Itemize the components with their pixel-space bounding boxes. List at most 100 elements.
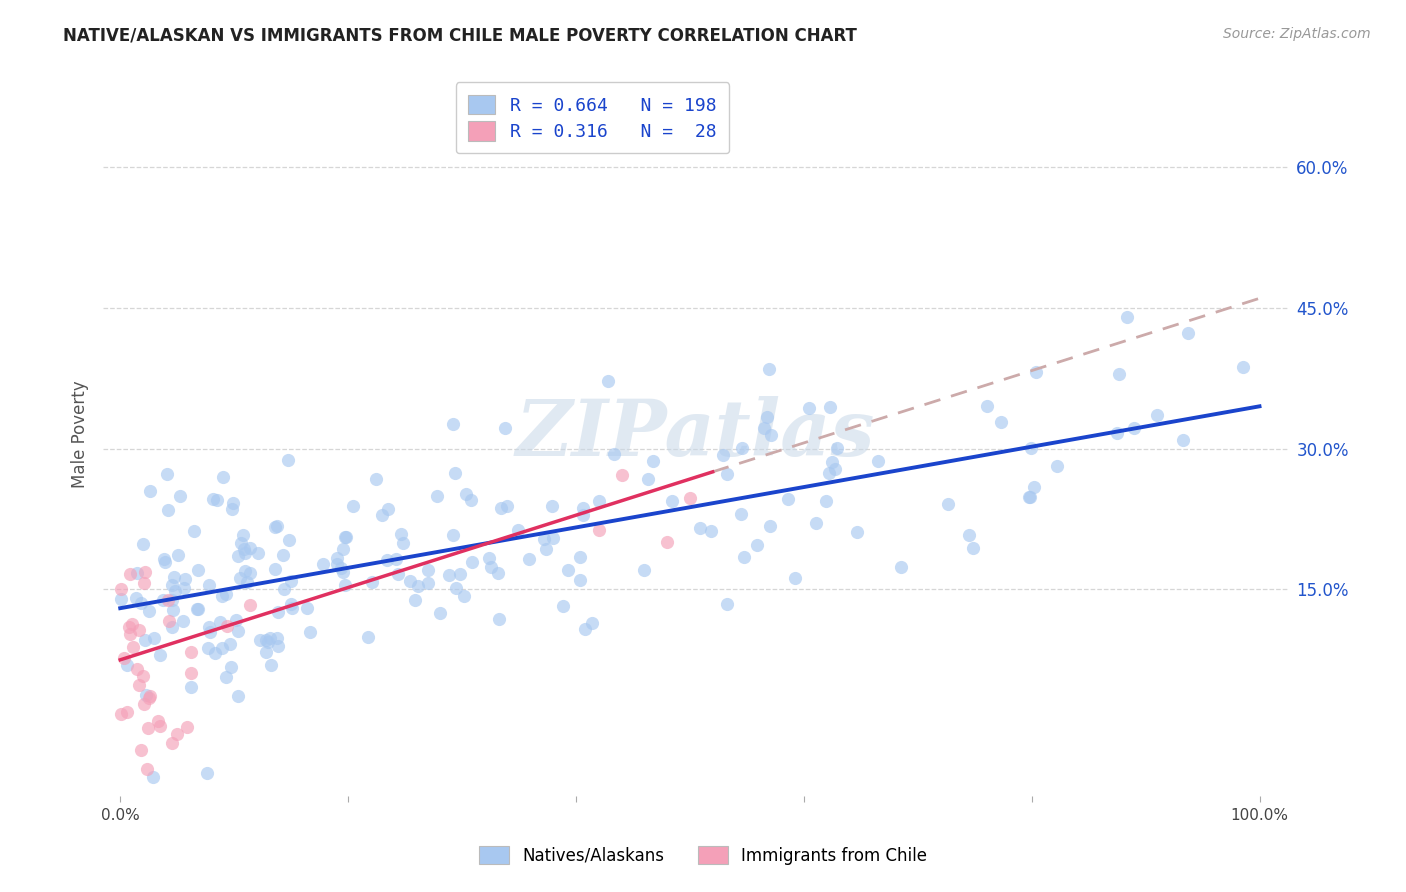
Natives/Alaskans bbox=[163, 583, 186, 598]
Natives/Alaskans bbox=[377, 502, 399, 516]
Natives/Alaskans bbox=[404, 592, 426, 607]
Natives/Alaskans bbox=[157, 503, 180, 517]
Natives/Alaskans bbox=[257, 635, 280, 649]
Natives/Alaskans bbox=[153, 555, 176, 569]
Natives/Alaskans bbox=[246, 546, 269, 560]
Natives/Alaskans bbox=[533, 532, 555, 546]
Natives/Alaskans bbox=[239, 541, 262, 556]
Natives/Alaskans bbox=[135, 688, 157, 702]
Natives/Alaskans bbox=[277, 533, 299, 548]
Immigrants from Chile bbox=[148, 719, 170, 733]
Natives/Alaskans bbox=[990, 415, 1012, 429]
Natives/Alaskans bbox=[494, 421, 516, 435]
Natives/Alaskans bbox=[1177, 326, 1199, 340]
Natives/Alaskans bbox=[239, 566, 262, 581]
Natives/Alaskans bbox=[441, 528, 464, 542]
Natives/Alaskans bbox=[375, 553, 398, 567]
Natives/Alaskans bbox=[938, 497, 960, 511]
Immigrants from Chile bbox=[131, 669, 153, 683]
Natives/Alaskans bbox=[219, 660, 242, 674]
Natives/Alaskans bbox=[204, 647, 226, 661]
Natives/Alaskans bbox=[209, 615, 232, 629]
Natives/Alaskans bbox=[821, 455, 844, 469]
Natives/Alaskans bbox=[361, 575, 384, 590]
Natives/Alaskans bbox=[818, 400, 841, 414]
Natives/Alaskans bbox=[218, 637, 240, 651]
Immigrants from Chile bbox=[180, 665, 202, 680]
Natives/Alaskans bbox=[163, 570, 186, 584]
Immigrants from Chile bbox=[176, 720, 198, 734]
Natives/Alaskans bbox=[198, 577, 221, 591]
Natives/Alaskans bbox=[134, 632, 156, 647]
Natives/Alaskans bbox=[174, 572, 197, 586]
Legend: R = 0.664   N = 198, R = 0.316   N =  28: R = 0.664 N = 198, R = 0.316 N = 28 bbox=[456, 82, 730, 153]
Natives/Alaskans bbox=[441, 417, 464, 431]
Natives/Alaskans bbox=[280, 597, 302, 611]
Natives/Alaskans bbox=[571, 500, 593, 515]
Natives/Alaskans bbox=[1022, 480, 1045, 494]
Natives/Alaskans bbox=[228, 549, 250, 563]
Natives/Alaskans bbox=[444, 467, 467, 481]
Natives/Alaskans bbox=[551, 599, 574, 614]
Natives/Alaskans bbox=[277, 453, 299, 467]
Natives/Alaskans bbox=[332, 542, 354, 557]
Immigrants from Chile bbox=[160, 736, 183, 750]
Immigrants from Chile bbox=[610, 468, 633, 483]
Natives/Alaskans bbox=[389, 527, 412, 541]
Natives/Alaskans bbox=[125, 566, 148, 580]
Natives/Alaskans bbox=[132, 537, 155, 551]
Natives/Alaskans bbox=[142, 771, 165, 785]
Natives/Alaskans bbox=[426, 489, 449, 503]
Natives/Alaskans bbox=[1019, 490, 1042, 504]
Natives/Alaskans bbox=[814, 493, 837, 508]
Immigrants from Chile bbox=[122, 640, 145, 654]
Natives/Alaskans bbox=[273, 548, 295, 562]
Natives/Alaskans bbox=[429, 606, 451, 620]
Natives/Alaskans bbox=[489, 500, 512, 515]
Immigrants from Chile bbox=[118, 567, 141, 582]
Immigrants from Chile bbox=[121, 617, 143, 632]
Natives/Alaskans bbox=[263, 562, 285, 576]
Natives/Alaskans bbox=[110, 592, 132, 607]
Natives/Alaskans bbox=[1107, 426, 1129, 441]
Natives/Alaskans bbox=[249, 633, 271, 648]
Immigrants from Chile bbox=[679, 491, 702, 506]
Natives/Alaskans bbox=[333, 577, 356, 591]
Natives/Alaskans bbox=[325, 551, 347, 566]
Immigrants from Chile bbox=[125, 662, 148, 676]
Natives/Alaskans bbox=[486, 566, 509, 580]
Text: NATIVE/ALASKAN VS IMMIGRANTS FROM CHILE MALE POVERTY CORRELATION CHART: NATIVE/ALASKAN VS IMMIGRANTS FROM CHILE … bbox=[63, 27, 858, 45]
Immigrants from Chile bbox=[156, 593, 179, 607]
Immigrants from Chile bbox=[239, 598, 262, 612]
Natives/Alaskans bbox=[716, 467, 738, 481]
Natives/Alaskans bbox=[180, 680, 202, 694]
Natives/Alaskans bbox=[633, 563, 655, 577]
Natives/Alaskans bbox=[399, 574, 422, 588]
Natives/Alaskans bbox=[233, 546, 256, 560]
Immigrants from Chile bbox=[114, 651, 136, 665]
Natives/Alaskans bbox=[211, 640, 233, 655]
Natives/Alaskans bbox=[1232, 360, 1254, 375]
Natives/Alaskans bbox=[311, 558, 333, 572]
Natives/Alaskans bbox=[541, 499, 564, 513]
Immigrants from Chile bbox=[136, 721, 159, 735]
Natives/Alaskans bbox=[235, 574, 257, 589]
Natives/Alaskans bbox=[195, 765, 218, 780]
Natives/Alaskans bbox=[198, 620, 221, 634]
Immigrants from Chile bbox=[131, 743, 153, 757]
Natives/Alaskans bbox=[329, 561, 352, 575]
Immigrants from Chile bbox=[128, 623, 150, 637]
Natives/Alaskans bbox=[232, 542, 254, 557]
Immigrants from Chile bbox=[157, 614, 180, 628]
Natives/Alaskans bbox=[263, 519, 285, 533]
Natives/Alaskans bbox=[267, 640, 290, 654]
Natives/Alaskans bbox=[391, 535, 413, 549]
Immigrants from Chile bbox=[588, 523, 610, 537]
Natives/Alaskans bbox=[962, 541, 984, 556]
Natives/Alaskans bbox=[1108, 367, 1130, 381]
Natives/Alaskans bbox=[254, 645, 277, 659]
Natives/Alaskans bbox=[541, 531, 564, 545]
Natives/Alaskans bbox=[129, 596, 152, 610]
Natives/Alaskans bbox=[125, 591, 148, 606]
Natives/Alaskans bbox=[152, 592, 174, 607]
